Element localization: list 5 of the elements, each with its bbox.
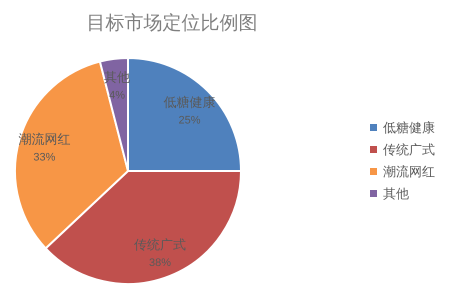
title: 目标市场定位比例图: [86, 13, 258, 34]
legend-label: 低糖健康: [383, 120, 435, 135]
legend-label: 其他: [383, 186, 409, 201]
legend-label: 传统广式: [383, 142, 435, 157]
legend-label: 潮流网红: [383, 164, 435, 179]
